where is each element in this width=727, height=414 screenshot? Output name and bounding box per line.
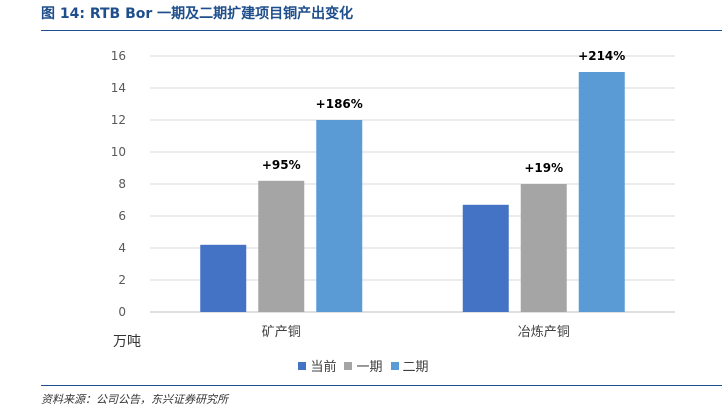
category-label: 矿产铜 [262, 325, 301, 340]
y-tick-label: 4 [118, 241, 126, 255]
legend-label: 二期 [402, 360, 429, 375]
figure-title: 图 14: RTB Bor 一期及二期扩建项目铜产出变化 [41, 6, 354, 22]
legend: 当前 一期 二期 [0, 356, 727, 375]
data-label: +95% [262, 158, 301, 172]
legend-swatch [298, 361, 307, 370]
y-unit-label: 万吨 [113, 334, 141, 350]
category-labels: 矿产铜 冶炼产铜 [262, 325, 570, 340]
bar [258, 180, 305, 312]
legend-label: 一期 [356, 360, 383, 375]
source-note: 资料来源：公司公告，东兴证券研究所 [41, 393, 228, 406]
y-tick-label: 12 [111, 113, 126, 127]
legend-item: 二期 [390, 356, 429, 375]
bar [316, 120, 363, 312]
y-tick-label: 10 [111, 145, 126, 159]
data-label: +186% [316, 97, 363, 111]
data-labels: +95% +186% +19% +214% [262, 49, 625, 175]
source-rule [41, 385, 722, 386]
y-tick-label: 8 [118, 177, 126, 191]
bar [200, 244, 247, 312]
data-label: +19% [524, 161, 563, 175]
y-tick-label: 6 [118, 209, 126, 223]
y-tick-label: 14 [111, 81, 126, 95]
legend-item: 一期 [344, 356, 383, 375]
category-label: 冶炼产铜 [518, 325, 570, 340]
y-tick-label: 0 [118, 305, 126, 319]
y-tick-labels: 0 2 4 6 8 10 12 14 16 [111, 49, 126, 319]
bar [462, 204, 509, 312]
bar [578, 72, 625, 312]
y-tick-label: 2 [118, 273, 126, 287]
data-label: +214% [578, 49, 625, 63]
bar [520, 184, 567, 312]
legend-label: 当前 [310, 360, 337, 375]
y-tick-label: 16 [111, 49, 126, 63]
title-rule [41, 30, 722, 31]
legend-swatch [390, 361, 399, 370]
legend-swatch [344, 361, 353, 370]
bars [200, 72, 625, 312]
legend-item: 当前 [298, 356, 336, 375]
